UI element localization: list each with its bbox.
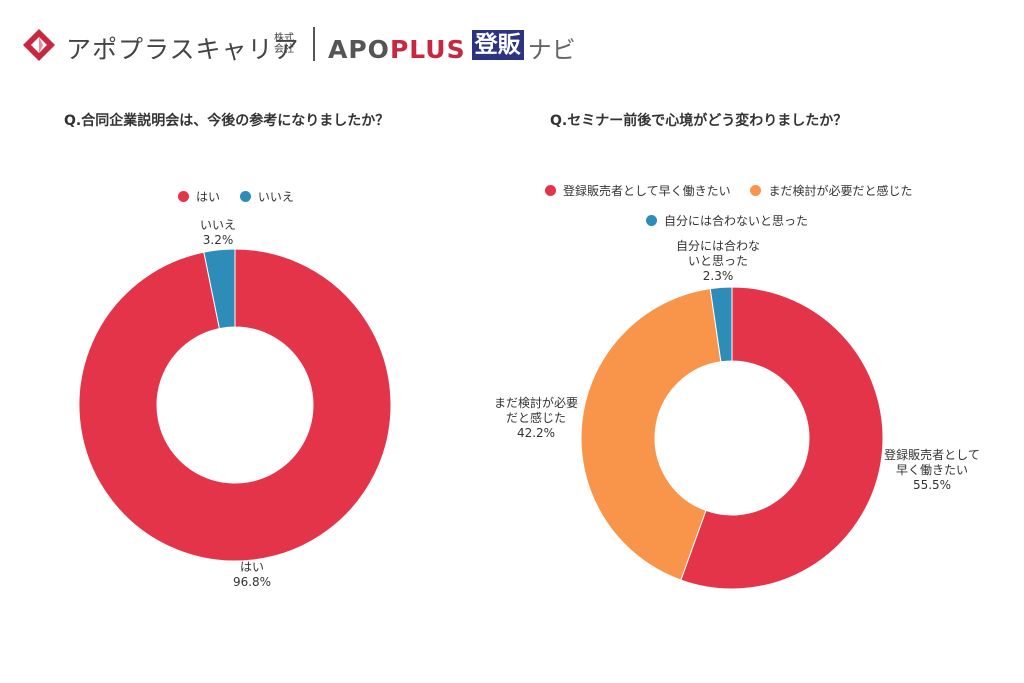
chart-2-slice-1-name-line-1: だと感じた <box>506 410 566 425</box>
chart-title-2: Q.セミナー前後で心境がどう変わりましたか？ <box>550 113 848 129</box>
product-logo-navi: ナビ <box>527 36 576 64</box>
legend-item-need-consideration: まだ検討が必要だと感じた <box>750 182 913 199</box>
legend-swatch-work-soon <box>545 185 556 196</box>
company-type-line1: 株式 <box>274 33 294 44</box>
chart-2-slice-2-name-line-1: いと思った <box>688 254 748 268</box>
chart-2-slice-0 <box>680 286 884 590</box>
legend-label-need-consideration: まだ検討が必要だと感じた <box>768 184 913 198</box>
chart-2-slice-1-name-line-0: まだ検討が必要 <box>494 395 578 410</box>
header-divider <box>313 27 315 61</box>
chart-2-slice-1-label: まだ検討が必要だと感じた 42.2% <box>494 395 578 440</box>
legend-swatch-hai <box>178 191 189 202</box>
chart-2-legend-row-2: 自分には合わないと思った <box>646 212 824 229</box>
chart-2-slice-0-name-line-1: 早く働きたい <box>896 463 968 477</box>
chart-2-slice-2 <box>709 286 733 363</box>
apoplus-logo-icon <box>23 29 55 61</box>
chart-1-slice-1-value: 3.2% <box>203 233 234 247</box>
chart-1-slice-1-name-line-0: いいえ <box>200 218 236 232</box>
product-logo-apo: APO <box>328 35 390 64</box>
chart-1-slice-0 <box>78 248 392 562</box>
chart-2-slice-0-value: 55.5% <box>913 478 951 492</box>
chart-1-legend: はい いいえ <box>178 188 310 205</box>
legend-item-iie: いいえ <box>239 188 294 205</box>
legend-label-hai: はい <box>196 190 221 204</box>
chart-2-slice-2-label: 自分には合わないと思った 2.3% <box>676 238 760 283</box>
company-type-line2: 会社 <box>274 44 294 55</box>
legend-swatch-need-consideration <box>750 185 762 196</box>
chart-1-slice-0-name-line-0: はい <box>240 560 264 574</box>
chart-2-slice-0-label: 登録販売者として早く働きたい 55.5% <box>884 447 980 492</box>
chart-1-slice-1 <box>203 248 236 330</box>
chart-2-legend-row-1: 登録販売者として早く働きたい まだ検討が必要だと感じた <box>545 182 929 199</box>
chart-1-slice-0-label: はい 96.8% <box>233 560 271 589</box>
product-logo: APOPLUS 登販 ナビ <box>328 30 576 65</box>
product-logo-hanbai: 登販 <box>471 30 524 60</box>
chart-title-1: Q.合同企業説明会は、今後の参考になりましたか？ <box>64 113 390 129</box>
product-logo-plus: PLUS <box>389 35 466 64</box>
chart-2-slice-1-value: 42.2% <box>517 426 555 440</box>
legend-label-work-soon: 登録販売者として早く働きたい <box>563 184 731 198</box>
chart-2-slice-2-value: 2.3% <box>703 269 734 283</box>
legend-item-not-suited: 自分には合わないと思った <box>646 212 808 229</box>
chart-2-slice-1 <box>580 288 722 581</box>
chart-2-slice-2-name-line-0: 自分には合わな <box>676 238 760 253</box>
chart-1-slice-1-label: いいえ 3.2% <box>200 218 236 247</box>
chart-2-slice-0-name-line-0: 登録販売者として <box>884 447 980 462</box>
header: アポプラスキャリア 株式 会社 APOPLUS 登販 ナビ <box>0 0 1024 80</box>
legend-item-work-soon: 登録販売者として早く働きたい <box>545 182 731 199</box>
legend-label-not-suited: 自分には合わないと思った <box>664 214 809 228</box>
legend-label-iie: いいえ <box>257 190 294 204</box>
legend-item-hai: はい <box>178 188 220 205</box>
brand-name: アポプラスキャリア <box>66 35 300 64</box>
company-type-label: 株式 会社 <box>272 33 296 55</box>
legend-swatch-not-suited <box>646 215 657 226</box>
legend-swatch-iie <box>239 191 251 202</box>
chart-1-slice-0-value: 96.8% <box>233 575 271 589</box>
